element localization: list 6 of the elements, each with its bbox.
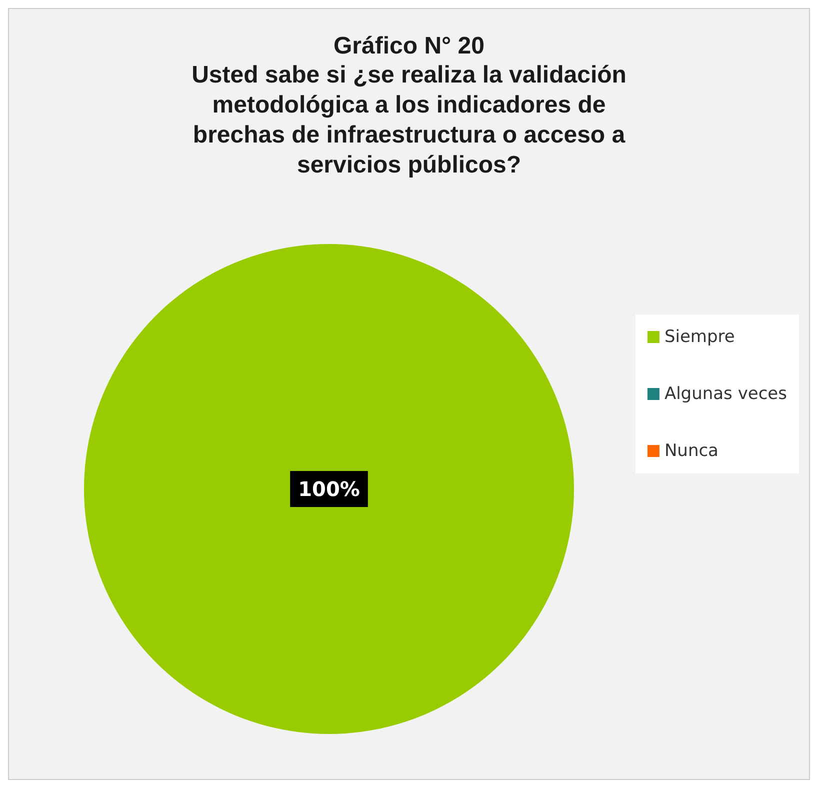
legend-label: Nunca [664, 441, 718, 461]
chart-subtitle: Usted sabe si ¿se realiza la validación metodológica a los indicadores de brechas de infraestructura o acceso a servicios públicos? [192, 62, 626, 178]
chart-title: Gráfico N° 20 [334, 32, 484, 60]
legend-label: Siempre [664, 327, 735, 347]
data-label: 100% [298, 477, 360, 501]
legend-label: Algunas veces [664, 384, 788, 404]
